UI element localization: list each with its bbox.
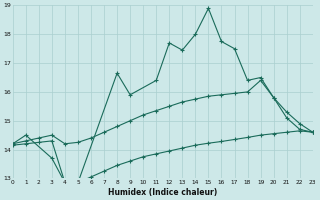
X-axis label: Humidex (Indice chaleur): Humidex (Indice chaleur) <box>108 188 217 197</box>
